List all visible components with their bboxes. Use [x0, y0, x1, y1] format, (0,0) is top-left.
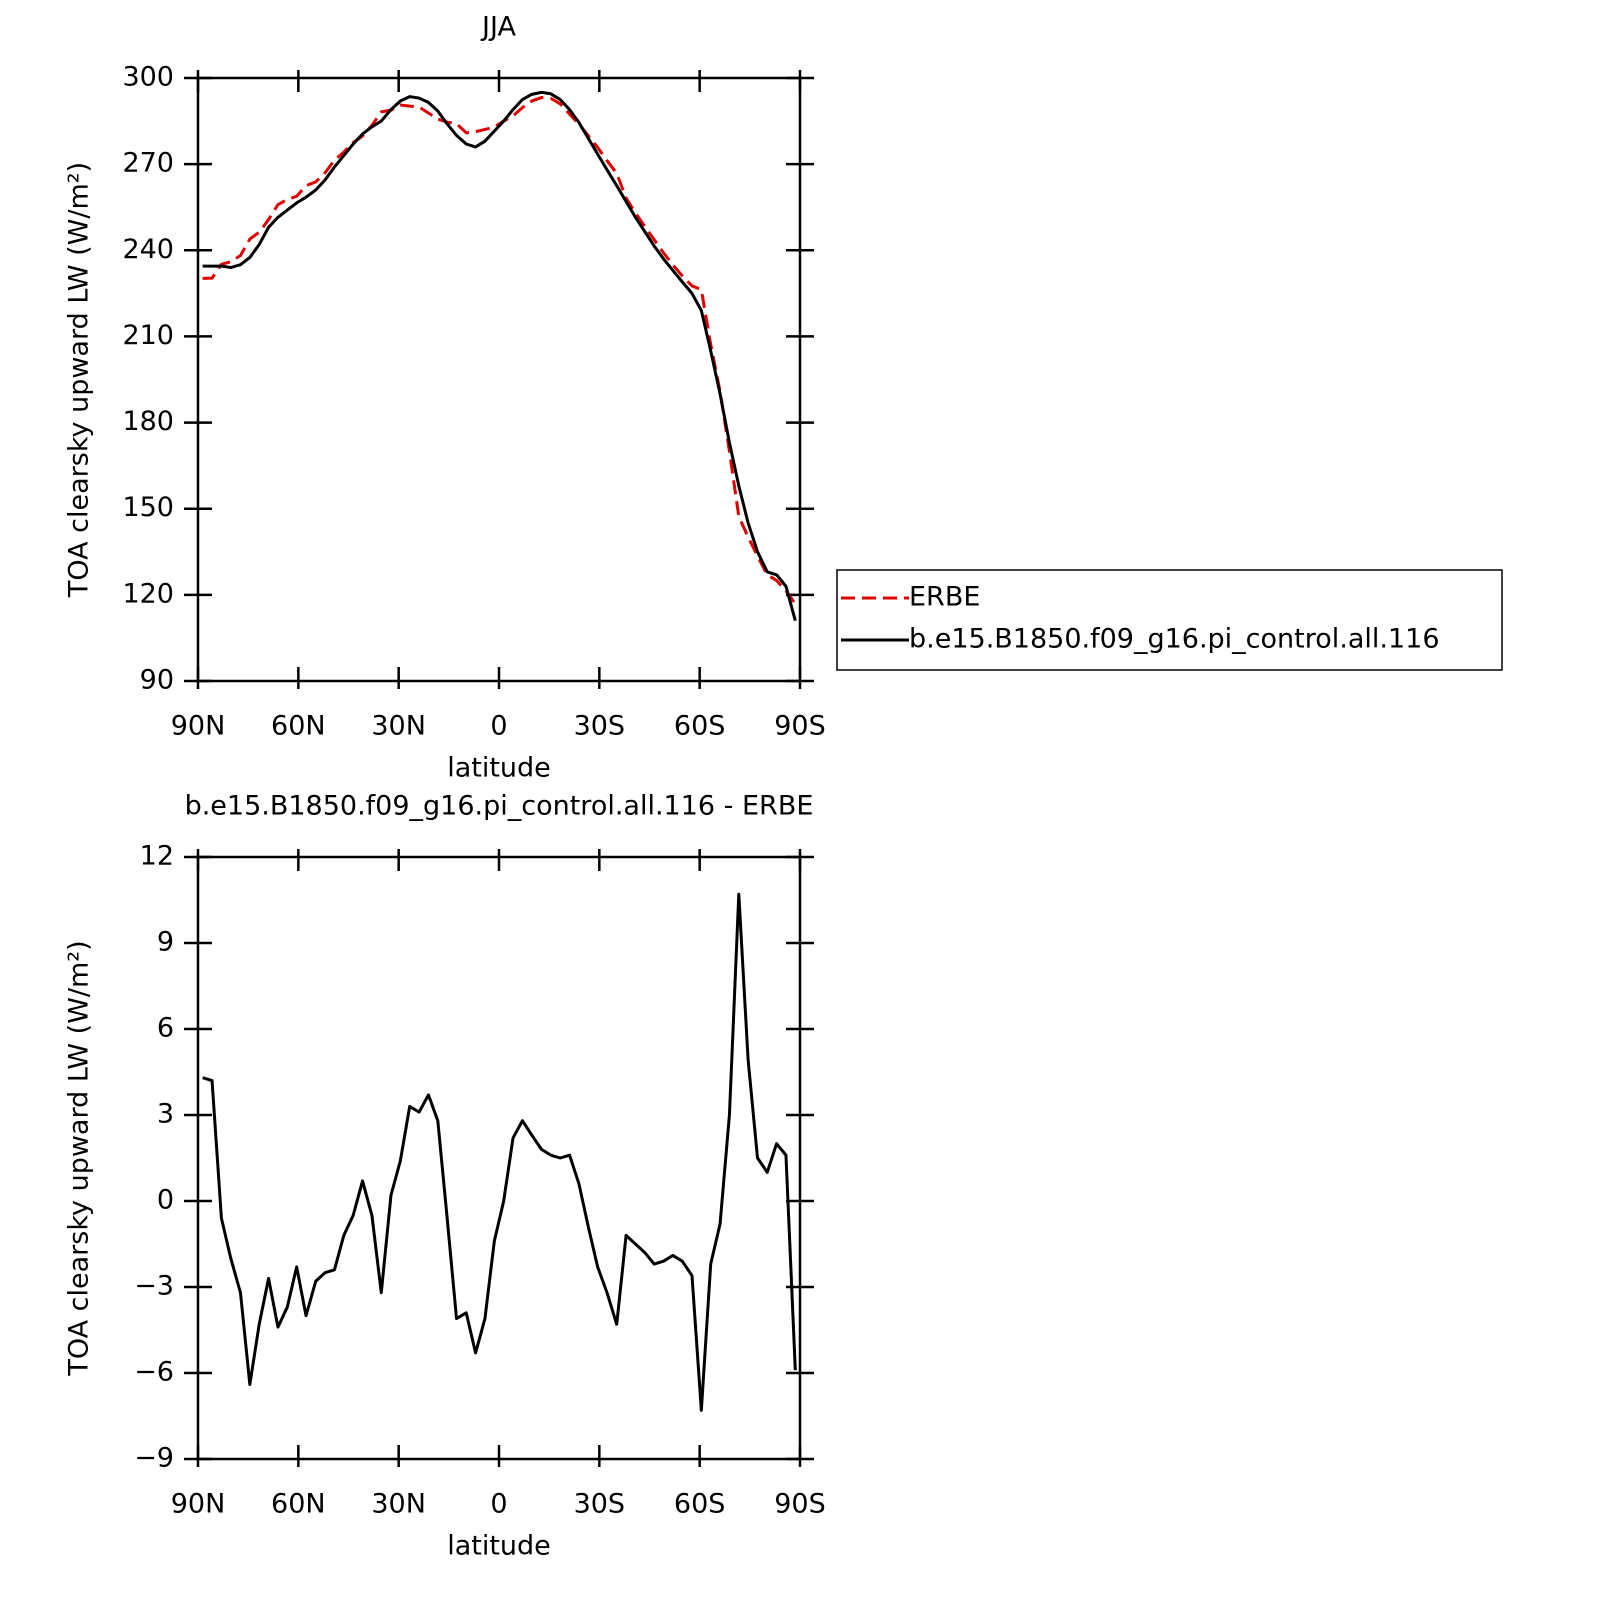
- x-tick-label: 0: [490, 711, 507, 742]
- plot-frame: [196, 76, 802, 683]
- y-tick-label: 150: [122, 492, 174, 523]
- x-axis-label: latitude: [447, 1531, 551, 1562]
- x-tick-label: 30S: [574, 1489, 626, 1520]
- x-tick-label: 90S: [774, 1489, 826, 1520]
- legend-box: [836, 569, 1503, 671]
- y-tick-label: 270: [122, 148, 174, 179]
- series-line: [202, 90, 797, 622]
- x-tick-label: 60N: [271, 711, 326, 742]
- chart-title: JJA: [480, 12, 516, 43]
- y-tick-label: −3: [134, 1271, 174, 1302]
- y-tick-label: 0: [157, 1185, 174, 1216]
- y-tick-label: 6: [157, 1013, 174, 1044]
- x-tick-label: 0: [490, 1489, 507, 1520]
- y-tick-label: 3: [157, 1099, 174, 1130]
- y-tick-label: 9: [157, 927, 174, 958]
- legend-label: b.e15.B1850.f09_g16.pi_control.all.116: [909, 624, 1440, 655]
- y-tick-label: 210: [122, 320, 174, 351]
- series-line: [202, 892, 797, 1412]
- x-axis-label: latitude: [447, 753, 551, 784]
- y-axis-label: TOA clearsky upward LW (W/m²): [64, 940, 95, 1376]
- x-tick-label: 90S: [774, 711, 826, 742]
- x-tick-label: 90N: [171, 711, 226, 742]
- y-tick-label: 120: [122, 578, 174, 609]
- x-tick-label: 30S: [574, 711, 626, 742]
- y-tick-label: 12: [140, 841, 174, 872]
- y-axis-label: TOA clearsky upward LW (W/m²): [64, 162, 95, 598]
- x-tick-label: 60S: [674, 1489, 726, 1520]
- x-tick-label: 30N: [371, 711, 426, 742]
- chart-title: b.e15.B1850.f09_g16.pi_control.all.116 -…: [185, 791, 814, 822]
- x-tick-label: 90N: [171, 1489, 226, 1520]
- plot-frame: [196, 855, 802, 1461]
- x-tick-label: 60N: [271, 1489, 326, 1520]
- y-tick-label: −6: [134, 1357, 174, 1388]
- y-tick-label: 300: [122, 62, 174, 93]
- y-tick-label: 90: [140, 665, 174, 696]
- y-tick-label: 240: [122, 234, 174, 265]
- legend-label: ERBE: [909, 582, 980, 613]
- y-tick-label: −9: [134, 1443, 174, 1474]
- x-tick-label: 60S: [674, 711, 726, 742]
- series-line: [202, 96, 797, 605]
- y-tick-label: 180: [122, 406, 174, 437]
- x-tick-label: 30N: [371, 1489, 426, 1520]
